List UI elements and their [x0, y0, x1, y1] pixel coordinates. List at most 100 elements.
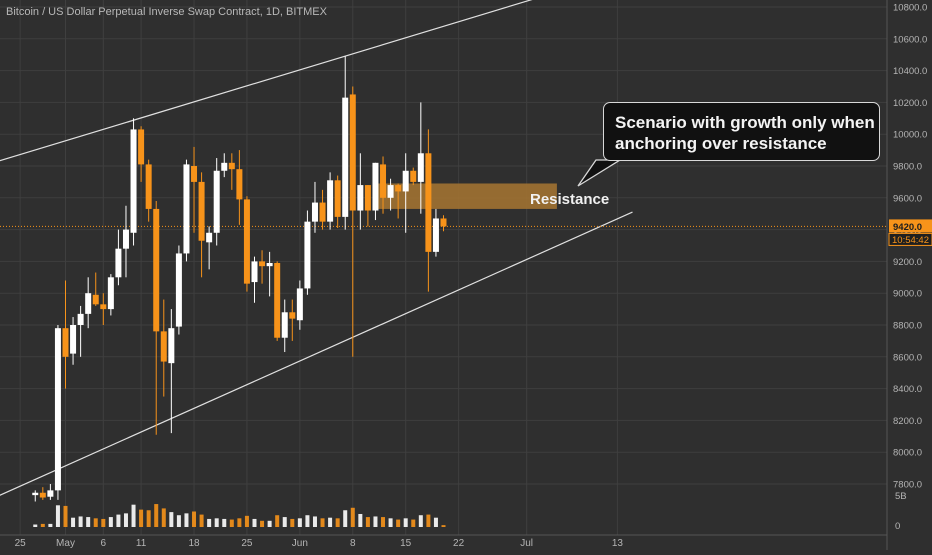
- candle-body: [115, 248, 122, 278]
- candle: [213, 158, 220, 246]
- volume-bar: [365, 517, 370, 527]
- price-tick-label: 10400.0: [893, 66, 927, 77]
- volume-bar: [275, 515, 280, 527]
- time-tick-label: 22: [453, 538, 465, 549]
- candle: [100, 293, 107, 325]
- price-axis[interactable]: 7800.0 8000.0 8200.0 8400.0 8600.0 8800.0 9000…: [886, 0, 932, 550]
- volume-bar: [411, 519, 416, 527]
- candle: [198, 172, 205, 278]
- volume-bar: [388, 518, 393, 527]
- candle-body: [410, 170, 417, 182]
- candle-body: [440, 218, 447, 227]
- candle: [115, 229, 122, 286]
- candle: [342, 56, 349, 230]
- volume-bar: [161, 508, 166, 527]
- candle-body: [334, 180, 341, 217]
- volume-bar: [252, 518, 257, 527]
- volume-bars: [33, 504, 446, 527]
- candle: [191, 146, 198, 233]
- volume-bar: [320, 518, 325, 527]
- candle-body: [221, 162, 228, 171]
- candle: [425, 129, 432, 292]
- candle-body: [228, 162, 235, 170]
- candle: [251, 256, 258, 303]
- volume-bar: [176, 515, 181, 527]
- candle-body: [122, 229, 129, 249]
- resistance-label: Resistance: [530, 191, 610, 208]
- candle: [304, 210, 311, 295]
- candle: [372, 162, 379, 221]
- volume-bar: [290, 518, 295, 527]
- candle-body: [243, 199, 250, 284]
- price-tick-label: 10000.0: [893, 130, 927, 141]
- time-axis[interactable]: 25 May 6 11 18 25 Jun 8 15 22 Jul 13: [0, 534, 887, 549]
- candle: [62, 280, 69, 389]
- price-tick-label: 10600.0: [893, 34, 927, 45]
- volume-bar: [86, 517, 91, 527]
- candle: [274, 261, 281, 341]
- candle-body: [77, 313, 84, 325]
- candle: [153, 200, 160, 435]
- volume-bar: [229, 519, 234, 527]
- candle: [327, 172, 334, 230]
- candle-body: [183, 164, 190, 254]
- volume-bar: [184, 513, 189, 527]
- price-tick-label: 8200.0: [893, 416, 922, 427]
- candle-body: [153, 208, 160, 332]
- volume-bar: [48, 523, 53, 527]
- candle-body: [213, 170, 220, 233]
- candle-body: [319, 202, 326, 222]
- candle: [122, 205, 129, 278]
- volume-bar: [63, 505, 68, 527]
- volume-bar: [260, 520, 265, 527]
- volume-bar: [237, 518, 242, 527]
- price-tick-label: 9000.0: [893, 289, 922, 300]
- candles: [32, 56, 447, 502]
- time-tick-label: 6: [101, 538, 107, 549]
- volume-bar: [244, 515, 249, 527]
- candle-body: [304, 221, 311, 289]
- candle: [39, 487, 46, 500]
- candle-body: [327, 180, 334, 222]
- candle-body: [85, 293, 92, 314]
- price-tick-label: 8000.0: [893, 448, 922, 459]
- candle-body: [251, 261, 258, 283]
- candle: [221, 153, 228, 178]
- candle-body: [259, 261, 266, 267]
- candle: [364, 185, 371, 227]
- volume-bar: [33, 524, 38, 527]
- volume-bar: [78, 516, 83, 527]
- volume-bar: [396, 519, 401, 527]
- volume-bar: [116, 514, 121, 527]
- time-tick-label: Jun: [292, 538, 308, 549]
- price-tick-label: 9200.0: [893, 257, 922, 268]
- time-tick-label: May: [56, 538, 75, 549]
- candle: [70, 317, 77, 365]
- chart-title: Bitcoin / US Dollar Perpetual Inverse Sw…: [6, 6, 327, 18]
- candle: [357, 153, 364, 230]
- volume-bar: [433, 517, 438, 527]
- time-tick-label: 18: [188, 538, 200, 549]
- candle-body: [342, 97, 349, 217]
- candle-body: [289, 312, 296, 319]
- candle: [228, 153, 235, 190]
- volume-bar: [207, 518, 212, 527]
- candle: [402, 153, 409, 233]
- candle: [266, 251, 273, 297]
- candle-body: [296, 288, 303, 321]
- channel-upper-line: [0, 0, 533, 162]
- candle-body: [206, 232, 213, 243]
- volume-tick-label: 5B: [895, 491, 907, 502]
- volume-bar: [343, 510, 348, 527]
- time-tick-label: 25: [15, 538, 27, 549]
- candle-body: [175, 253, 182, 327]
- candle-body: [39, 492, 46, 498]
- volume-bar: [312, 516, 317, 527]
- candle: [334, 175, 341, 229]
- candle: [410, 167, 417, 186]
- candle: [395, 183, 402, 219]
- candle-body: [107, 277, 114, 310]
